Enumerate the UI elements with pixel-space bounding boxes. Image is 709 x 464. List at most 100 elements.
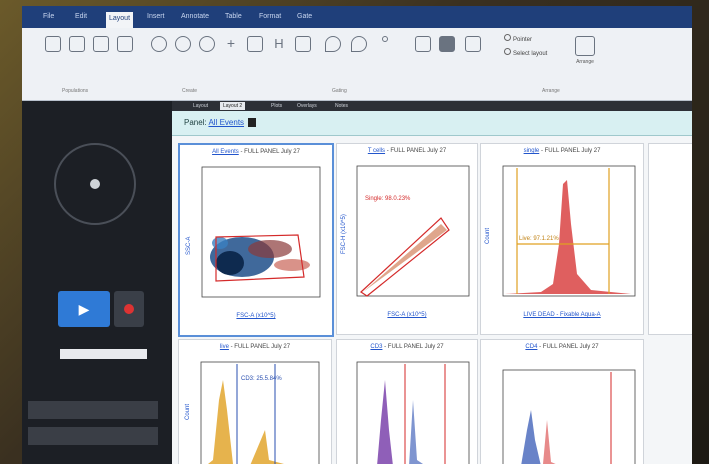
ribbon-tab-layout[interactable]: Layout <box>106 12 134 28</box>
group-label: Create <box>182 88 198 94</box>
x-axis-label[interactable]: FSC-A (x10^5) <box>236 313 276 319</box>
plot-title: live - FULL PANEL July 27 <box>219 344 291 350</box>
population-icon <box>69 36 85 52</box>
x-axis-label[interactable]: LIVE DEAD - Fixable Aqua-A <box>523 312 601 318</box>
plot-single[interactable]: single - FULL PANEL July 27 Live: 97.1.2… <box>480 143 644 335</box>
ribbon-tab-edit[interactable]: Edit <box>75 13 88 20</box>
ribbon-button[interactable] <box>172 34 194 74</box>
arrange-icon <box>575 36 595 56</box>
panel-bar[interactable] <box>28 427 158 445</box>
ribbon-button[interactable] <box>244 34 266 74</box>
ellipse-icon <box>199 36 215 52</box>
density-core <box>216 251 244 275</box>
plot-axes <box>356 165 470 297</box>
workspace-title: Panel: All Events <box>184 118 257 128</box>
ribbon-button[interactable] <box>322 34 344 74</box>
ribbon-button[interactable] <box>348 34 370 74</box>
crosshair-icon: + <box>226 35 236 51</box>
option-select-layout[interactable]: Select layout <box>504 48 547 57</box>
ribbon-tab-file[interactable]: File <box>43 13 55 20</box>
radio-icon <box>504 48 511 55</box>
plot-title: All Events - FULL PANEL July 27 <box>212 149 300 155</box>
ribbon-button[interactable] <box>196 34 218 74</box>
tab-overlays[interactable]: Overlays <box>297 103 317 109</box>
tab-plots[interactable]: Plots <box>271 103 283 109</box>
histogram-series <box>543 420 556 464</box>
y-axis-label[interactable]: Count <box>485 227 491 244</box>
ribbon-button[interactable] <box>114 34 136 74</box>
freehand-icon <box>295 36 311 52</box>
gate-polygon[interactable] <box>360 217 450 297</box>
ribbon-tab-gate[interactable]: Gate <box>297 13 313 20</box>
tab-layout-2[interactable]: Layout 2 <box>220 102 246 110</box>
ribbon-button[interactable] <box>374 34 396 74</box>
ribbon-button[interactable] <box>412 34 434 74</box>
ribbon-button[interactable] <box>90 34 112 74</box>
y-axis-label[interactable]: FSC-H (x10^5) <box>341 214 347 254</box>
density-blob <box>212 237 228 249</box>
plot-cd4[interactable]: CD4 - FULL PANEL July 27 <box>480 339 644 464</box>
ribbon-tab-bar: File Edit Layout Insert Annotate Table F… <box>22 6 692 28</box>
ribbon-toolbar: + H Pointer Select layout Arrange Popula… <box>22 28 692 101</box>
population-icon <box>117 36 133 52</box>
ellipse-icon <box>175 36 191 52</box>
record-button[interactable] <box>114 291 144 327</box>
plot-partial[interactable] <box>648 143 692 335</box>
workspace-header: Panel: All Events <box>172 111 692 136</box>
layout-workspace: Panel: All Events All Events - FULL PANE… <box>172 111 692 464</box>
tab-notes[interactable]: Notes <box>335 103 349 109</box>
ribbon-tab-annotate[interactable]: Annotate <box>181 13 210 20</box>
text-cursor-icon <box>248 118 257 128</box>
ribbon-button[interactable] <box>66 34 88 74</box>
panel-bar[interactable] <box>28 401 158 419</box>
play-icon: ▶ <box>78 301 90 317</box>
plot-t-cells[interactable]: T cells - FULL PANEL July 27 Single: 98.… <box>336 143 478 335</box>
acquisition-dial[interactable] <box>54 143 136 225</box>
gate-polygon[interactable] <box>215 234 305 282</box>
group-label: Arrange <box>542 88 560 94</box>
table-icon <box>465 36 481 52</box>
plot-live[interactable]: live - FULL PANEL July 27 CD3: 25.5.84% … <box>178 339 332 464</box>
ribbon-button[interactable] <box>436 34 458 74</box>
plot-cd3[interactable]: CD3 - FULL PANEL July 27 <box>336 339 478 464</box>
plot-title: CD3 - FULL PANEL July 27 <box>370 344 444 350</box>
population-link[interactable]: All Events <box>208 118 245 127</box>
histogram-series <box>409 400 423 464</box>
y-axis-label[interactable]: Count <box>185 403 191 420</box>
sample-field[interactable] <box>60 349 147 359</box>
ribbon-tab-format[interactable]: Format <box>259 13 282 20</box>
density-blob <box>274 259 310 271</box>
app-window: File Edit Layout Insert Annotate Table F… <box>22 6 692 464</box>
histogram-series <box>377 380 393 464</box>
ribbon-button[interactable] <box>148 34 170 74</box>
y-axis-label[interactable]: SSC-A <box>186 236 192 255</box>
histogram-series <box>521 410 541 464</box>
ribbon-button[interactable]: H <box>268 34 290 74</box>
plot-all-events[interactable]: All Events - FULL PANEL July 27 FSC-A (x… <box>178 143 334 337</box>
plot-title: single - FULL PANEL July 27 <box>523 148 601 154</box>
ribbon-button[interactable] <box>292 34 314 74</box>
ribbon-button[interactable] <box>42 34 64 74</box>
option-pointer[interactable]: Pointer <box>504 34 532 43</box>
document-tab-bar: Layout Layout 2 Plots Overlays Notes <box>172 101 692 111</box>
gate-label: CD3: 25.5.84% <box>241 376 282 382</box>
histogram-series <box>208 380 284 464</box>
arrange-button[interactable]: Arrange <box>570 34 600 74</box>
tab-layout[interactable]: Layout <box>193 103 209 109</box>
histogram-series <box>505 180 631 294</box>
x-axis-label[interactable]: FSC-A (x10^5) <box>387 312 427 318</box>
dial-center-icon <box>90 179 100 189</box>
singlet-plot-svg: Single: 98.0.23% <box>356 165 470 297</box>
plot-axes <box>201 166 321 298</box>
ribbon-tab-insert[interactable]: Insert <box>147 13 165 20</box>
histogram-svg <box>356 361 470 464</box>
left-panel: ▶ <box>22 101 172 464</box>
ribbon-button[interactable] <box>462 34 484 74</box>
ribbon-button[interactable]: + <box>220 34 242 74</box>
plot-title: CD4 - FULL PANEL July 27 <box>525 344 599 350</box>
ribbon-tab-table[interactable]: Table <box>225 13 242 20</box>
density-blob <box>248 240 292 258</box>
gate-label: Single: 98.0.23% <box>365 196 411 202</box>
histogram-svg: CD3: 25.5.84% <box>200 361 320 464</box>
play-button[interactable]: ▶ <box>58 291 110 327</box>
